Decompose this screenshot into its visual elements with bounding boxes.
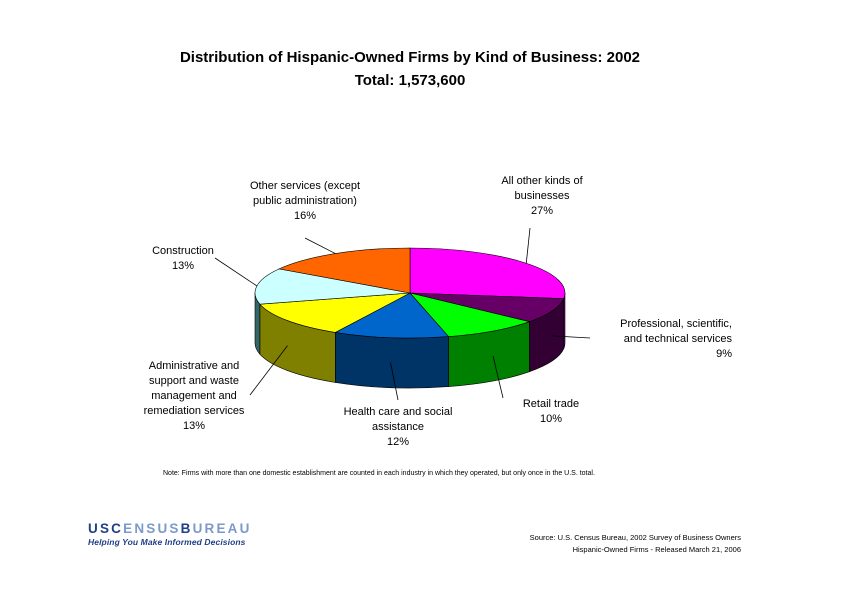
logo-tagline: Helping You Make Informed Decisions	[88, 537, 246, 547]
pie-sides	[254, 292, 566, 389]
slice-label-retail: Retail trade 10%	[522, 398, 580, 425]
leader-line-retail	[492, 355, 504, 399]
chart-title: Distribution of Hispanic-Owned Firms by …	[179, 49, 641, 66]
logo-wordmark: USCENSUSBUREAU	[88, 521, 252, 536]
pie-slice-professional	[409, 292, 565, 322]
slice-label-professional: Professional, scientific, and technical …	[620, 318, 732, 360]
chart-subtitle: Total: 1,573,600	[354, 72, 466, 89]
leader-lines	[214, 227, 591, 401]
leader-line-all-other	[525, 227, 531, 264]
leader-line-construction	[214, 257, 258, 287]
leader-line-other-services	[304, 237, 336, 254]
slice-label-all-other: All other kinds of businesses 27%	[501, 175, 583, 217]
pie-slice-all-other	[409, 247, 566, 299]
leader-line-administrative	[249, 345, 288, 396]
slice-label-other-services: Other services (except public administra…	[249, 180, 361, 222]
pie-slice-administrative	[259, 292, 411, 333]
leader-line-professional	[552, 335, 591, 339]
pie-slice-retail	[409, 292, 531, 337]
pie-side-health	[335, 332, 449, 389]
pie-slice-health	[334, 292, 450, 339]
pie-slice-construction	[254, 268, 411, 305]
pie-tops	[254, 247, 566, 339]
slice-label-administrative: Administrative and support and waste man…	[143, 360, 245, 432]
slice-label-health: Health care and social assistance 12%	[343, 406, 453, 448]
census-bureau-logo: USCENSUSBUREAU Helping You Make Informed…	[88, 521, 252, 547]
footnote: Note: Firms with more than one domestic …	[163, 470, 595, 477]
slice-label-construction: Construction 13%	[152, 245, 214, 272]
source-note: Source: U.S. Census Bureau, 2002 Survey …	[529, 533, 741, 554]
leader-line-health	[390, 362, 399, 401]
